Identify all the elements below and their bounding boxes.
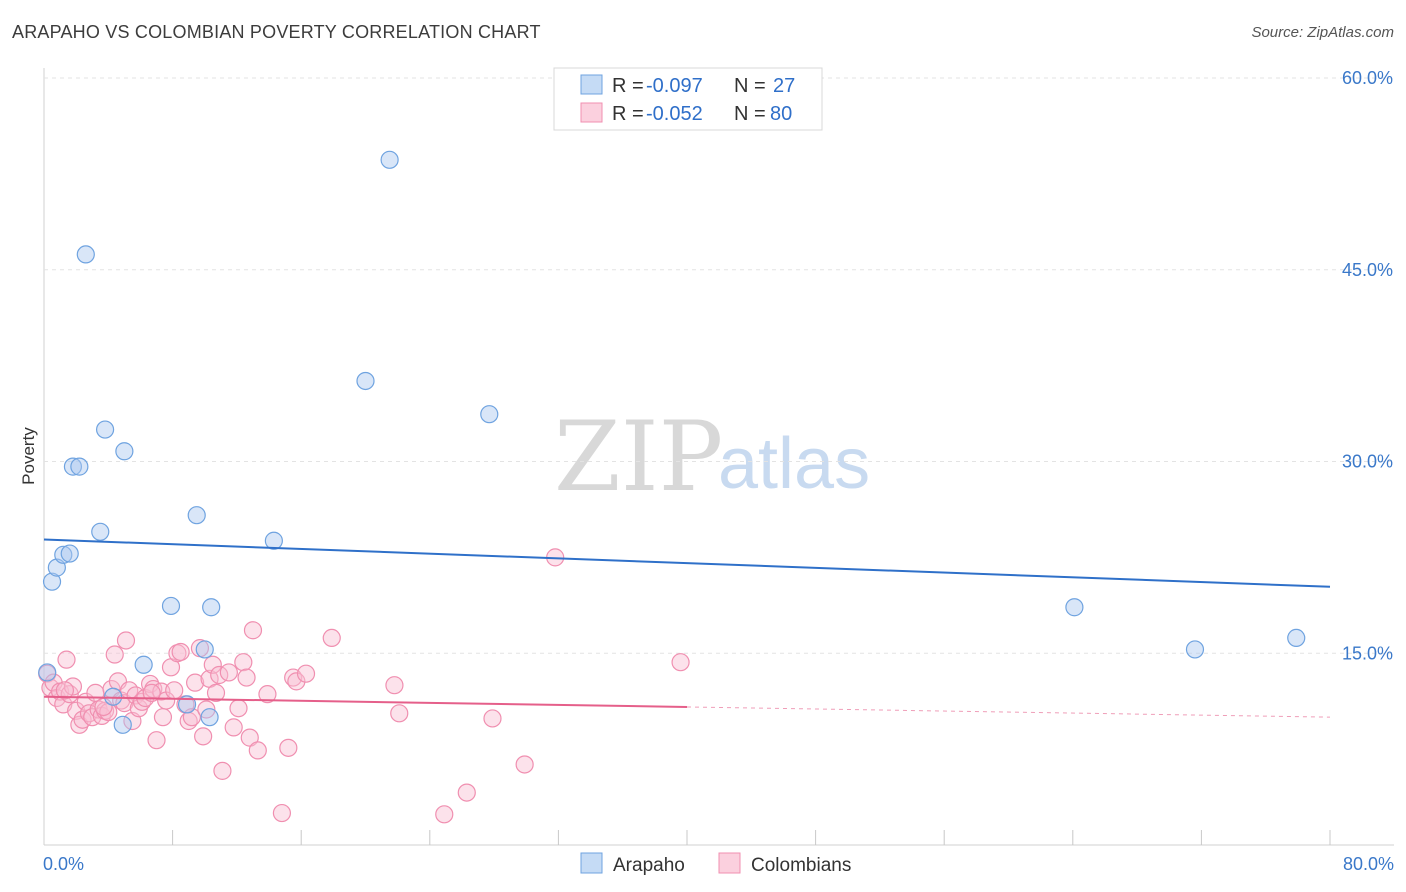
colombians-point-77 (55, 681, 74, 700)
colombians-trendline (43, 695, 688, 708)
legend-n-label-2: N = (734, 103, 766, 125)
colombians-point-63 (272, 803, 292, 823)
colombians-point-64 (279, 738, 298, 757)
colombians-point-41 (171, 642, 190, 662)
legend-r-value-2: -0.052 (646, 103, 703, 125)
legend-r-value-1: -0.097 (646, 75, 703, 97)
arapaho-point-10 (115, 442, 134, 461)
colombians-point-70 (390, 704, 409, 723)
colombians-point-73 (483, 709, 502, 728)
arapaho-point-23 (480, 405, 499, 424)
colombians-point-56 (229, 699, 248, 718)
arapaho-point-12 (113, 715, 132, 734)
y-tick-label-60: 60.0% (1342, 68, 1393, 88)
colombians-point-45 (186, 673, 205, 692)
colombians-point-60 (243, 621, 263, 640)
legend-r-label-1: R = (612, 75, 644, 97)
arapaho-points (38, 150, 1306, 734)
arapaho-point-16 (187, 506, 206, 525)
colombians-point-76 (671, 653, 690, 672)
colombians-point-59 (240, 728, 259, 747)
colombians-point-71 (435, 805, 454, 824)
arapaho-point-0 (38, 663, 57, 682)
colombians-point-61 (248, 741, 267, 760)
arapaho-point-20 (264, 531, 283, 550)
arapaho-point-19 (202, 598, 221, 617)
colombians-point-34 (147, 731, 166, 750)
y-tick-label-30: 30.0% (1342, 452, 1393, 472)
colombians-point-6 (57, 650, 76, 669)
arapaho-point-6 (70, 457, 89, 476)
chart-title: ARAPAHO VS COLOMBIAN POVERTY CORRELATION… (12, 22, 541, 42)
arapaho-point-11 (104, 687, 123, 706)
y-tick-label-45: 45.0% (1342, 260, 1393, 280)
arapaho-point-21 (356, 371, 375, 391)
colombians-point-55 (224, 718, 243, 737)
colombians-point-36 (153, 708, 173, 727)
y-tick-labels: 15.0% 30.0% 45.0% 60.0% (1342, 68, 1393, 663)
arapaho-point-5 (63, 457, 83, 476)
legend-n-value-2: 80 (770, 103, 792, 125)
colombians-point-69 (385, 676, 404, 695)
legend-swatch-arapaho (580, 74, 603, 95)
colombians-point-57 (234, 653, 253, 672)
colombians-point-66 (287, 672, 306, 691)
colombians-point-47 (194, 727, 213, 746)
gridlines (44, 77, 1394, 654)
legend-box: R = -0.097 N = 27 R = -0.052 N = 80 (553, 67, 823, 131)
arapaho-point-1 (42, 572, 62, 591)
chart-source: Source: ZipAtlas.com (1251, 24, 1394, 41)
arapaho-point-15 (177, 695, 197, 714)
colombians-point-79 (142, 683, 161, 702)
colombians-point-67 (296, 664, 316, 683)
legend-swatch-colombians (580, 102, 603, 123)
arapaho-point-9 (95, 420, 115, 439)
legend-n-value-1: 27 (773, 75, 795, 97)
bottom-legend-label-arapaho: Arapaho (613, 855, 685, 876)
bottom-legend-swatch-colombians (718, 852, 741, 874)
arapaho-point-24 (1065, 598, 1084, 617)
colombians-trendline-extension (686, 706, 1331, 718)
colombians-point-25 (116, 631, 136, 650)
bottom-legend-label-colombians: Colombians (751, 855, 851, 876)
x-ticks (172, 830, 1331, 845)
colombians-point-54 (219, 663, 238, 682)
arapaho-point-25 (1185, 640, 1205, 659)
colombians-points (38, 548, 690, 824)
arapaho-point-18 (200, 708, 219, 727)
arapaho-point-13 (134, 655, 153, 674)
legend-n-label-1: N = (734, 75, 766, 97)
colombians-point-51 (206, 683, 226, 702)
arapaho-point-17 (195, 640, 214, 659)
bottom-legend: Arapaho Colombians (580, 852, 851, 876)
colombians-point-74 (515, 755, 534, 774)
arapaho-point-4 (60, 544, 79, 563)
arapaho-point-7 (76, 245, 95, 264)
legend-r-label-2: R = (612, 103, 644, 125)
y-axis-label: Poverty (19, 427, 38, 485)
arapaho-point-26 (1287, 628, 1306, 648)
watermark-atlas: atlas (718, 424, 870, 504)
arapaho-point-22 (380, 150, 399, 169)
trendlines (43, 538, 1331, 718)
colombians-point-72 (457, 783, 476, 802)
colombians-point-62 (258, 685, 277, 704)
colombians-point-35 (152, 682, 171, 701)
colombians-point-68 (322, 628, 341, 648)
y-tick-label-15: 15.0% (1342, 643, 1393, 663)
arapaho-trendline (43, 538, 1331, 588)
colombians-point-58 (237, 668, 256, 687)
colombians-point-21 (105, 645, 124, 664)
arapaho-point-14 (161, 596, 181, 616)
watermark-zip: ZIP (554, 401, 723, 513)
colombians-point-39 (165, 681, 184, 700)
arapaho-point-8 (91, 522, 110, 541)
colombians-point-53 (213, 761, 232, 780)
colombians-point-50 (203, 655, 222, 674)
x-tick-label-min: 0.0% (43, 854, 84, 874)
bottom-legend-swatch-arapaho (580, 852, 603, 874)
x-tick-label-max: 80.0% (1343, 854, 1394, 874)
arapaho-point-3 (54, 545, 73, 564)
